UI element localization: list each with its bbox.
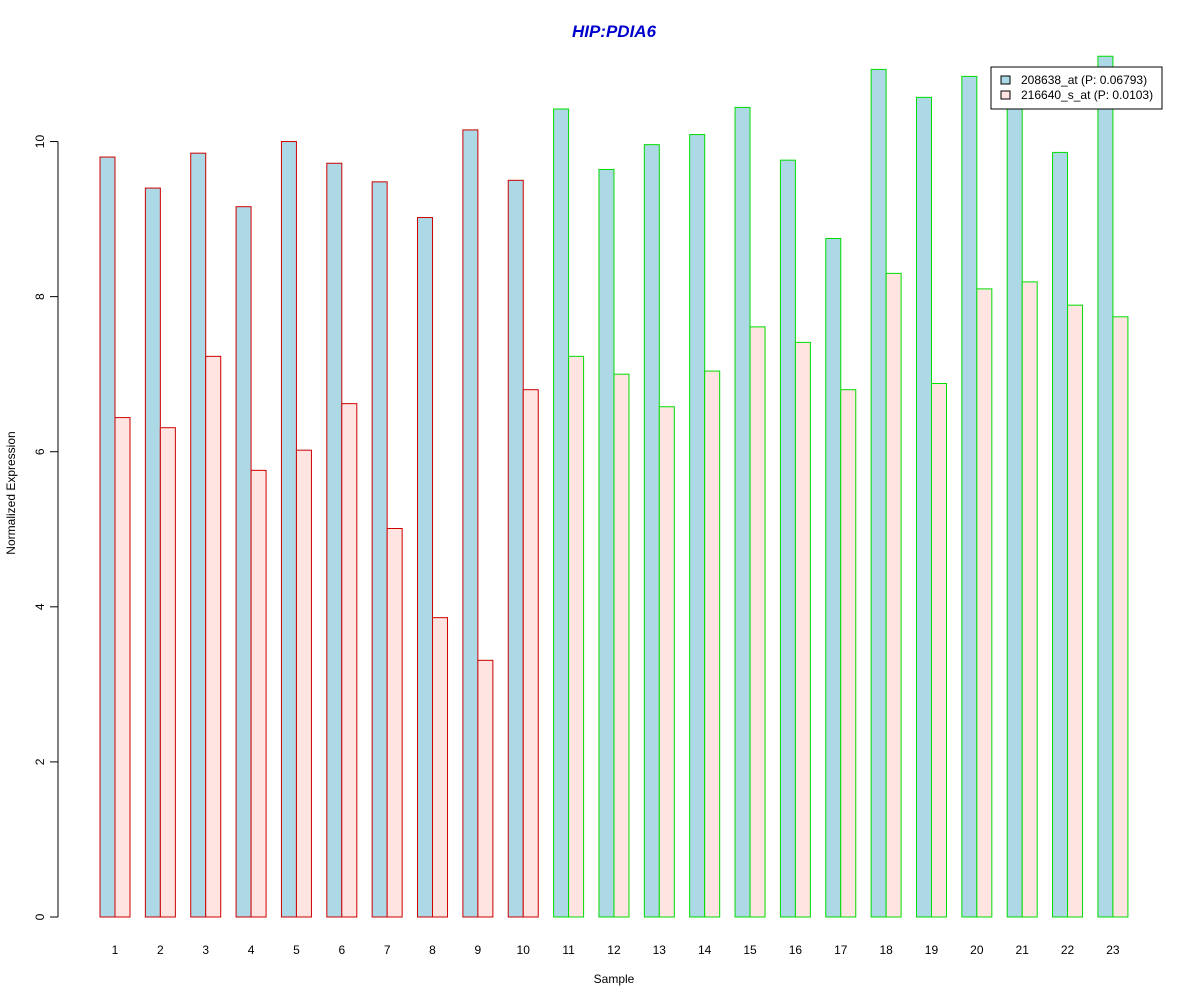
x-tick-label: 2 [157, 943, 164, 957]
bar-series-1-sample-18 [870, 68, 887, 918]
x-tick-label: 4 [248, 943, 255, 957]
x-tick-label: 18 [879, 943, 893, 957]
bar-series-1-sample-2 [144, 187, 161, 918]
bar-series-2-sample-1 [114, 417, 131, 918]
x-tick-label: 13 [653, 943, 667, 957]
bar-series-2-sample-6 [341, 403, 358, 918]
x-tick-label: 15 [743, 943, 757, 957]
bar-series-2-sample-4 [250, 469, 267, 918]
x-tick-label: 22 [1061, 943, 1075, 957]
x-tick-label: 20 [970, 943, 984, 957]
chart-title: HIP:PDIA6 [572, 22, 657, 41]
bar-series-1-sample-5 [280, 141, 297, 918]
bar-series-1-sample-16 [779, 159, 796, 918]
bar-series-2-sample-20 [976, 288, 993, 918]
bar-series-1-sample-14 [689, 134, 706, 918]
bar-series-2-sample-11 [568, 355, 585, 918]
x-tick-labels: 1 2 3 4 5 6 7 8 9 10 11 12 13 14 15 16 17 18 19 20 21 22 23 [112, 943, 1120, 957]
legend-entry-1: 208638_at (P: 0.06793) [1021, 73, 1147, 87]
bar-series-1-sample-10 [507, 179, 524, 918]
x-tick-label: 9 [475, 943, 482, 957]
y-tick-label: 6 [33, 448, 47, 455]
bar-series-2-sample-14 [704, 370, 721, 918]
x-tick-label: 17 [834, 943, 848, 957]
bar-series-1-sample-23 [1097, 55, 1114, 918]
legend-entry-2: 216640_s_at (P: 0.0103) [1021, 88, 1153, 102]
bar-series-2-sample-13 [658, 406, 675, 918]
x-tick-label: 8 [429, 943, 436, 957]
bar-series-2-sample-9 [477, 659, 494, 918]
x-tick-label: 11 [562, 943, 575, 957]
bar-series-2-sample-2 [159, 427, 176, 918]
bar-series-2-sample-10 [522, 389, 539, 918]
x-tick-label: 16 [789, 943, 803, 957]
bar-series-1-sample-7 [371, 181, 388, 918]
x-tick-label: 21 [1016, 943, 1030, 957]
bar-series-2-sample-15 [749, 326, 766, 918]
x-tick-label: 1 [112, 943, 119, 957]
x-tick-label: 14 [698, 943, 712, 957]
x-tick-label: 19 [925, 943, 939, 957]
bar-series-2-sample-17 [840, 389, 857, 918]
y-tick-label: 10 [33, 135, 47, 149]
bar-series-1-sample-11 [553, 108, 570, 918]
bar-series-1-sample-1 [99, 156, 116, 918]
bar-series-1-sample-3 [190, 152, 207, 918]
legend-box [990, 66, 1163, 110]
y-tick-label: 4 [33, 603, 47, 610]
bar-series-1-sample-17 [825, 237, 842, 918]
y-tick-label: 0 [33, 913, 47, 920]
bar-series-1-sample-4 [235, 206, 252, 918]
bar-series-2-sample-5 [295, 449, 312, 918]
bar-series-1-sample-12 [598, 168, 615, 918]
bar-series-2-sample-16 [794, 341, 811, 918]
bar-series-1-sample-21 [1006, 86, 1023, 918]
x-tick-label: 3 [202, 943, 209, 957]
bar-series-2-sample-7 [386, 527, 403, 918]
bar-series-1-sample-19 [915, 96, 932, 918]
bar-series-1-sample-9 [462, 129, 479, 918]
y-axis: 0 2 4 6 8 10 [33, 135, 59, 920]
x-tick-label: 6 [338, 943, 345, 957]
bar-series-2-sample-21 [1021, 281, 1038, 918]
y-axis-label: Normalized Expression [4, 431, 18, 554]
bar-series-1-sample-13 [643, 144, 660, 918]
legend: 208638_at (P: 0.06793)216640_s_at (P: 0.… [990, 66, 1163, 110]
bar-series-2-sample-19 [930, 382, 947, 918]
y-tick-label: 8 [33, 293, 47, 300]
bar-series-2-sample-23 [1112, 316, 1129, 918]
x-tick-label: 10 [517, 943, 531, 957]
bar-series-1-sample-20 [961, 75, 978, 918]
x-axis-label: Sample [594, 972, 635, 986]
bar-series-2-sample-3 [205, 355, 222, 918]
bar-series-2-sample-22 [1067, 304, 1084, 918]
bar-series-2-sample-12 [613, 373, 630, 918]
legend-swatch-2 [1000, 90, 1011, 100]
bar-series-1-sample-6 [326, 162, 343, 918]
x-tick-label: 5 [293, 943, 300, 957]
x-tick-label: 23 [1106, 943, 1120, 957]
x-tick-label: 12 [607, 943, 621, 957]
bar-series-1-sample-15 [734, 106, 751, 918]
y-tick-label: 2 [33, 758, 47, 765]
x-tick-label: 7 [384, 943, 391, 957]
bars [99, 55, 1129, 918]
bar-series-2-sample-8 [432, 617, 449, 918]
bar-series-1-sample-22 [1052, 151, 1069, 918]
legend-swatch-1 [1000, 75, 1011, 85]
bar-series-2-sample-18 [885, 272, 902, 918]
bar-series-1-sample-8 [417, 217, 434, 918]
